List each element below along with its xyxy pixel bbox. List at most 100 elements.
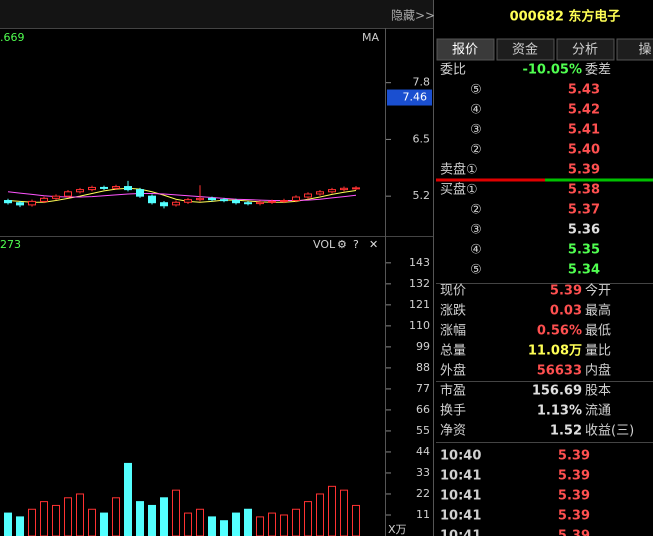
stat-label2: 最高 — [585, 303, 611, 319]
candle-body — [16, 202, 24, 206]
y-tick-label: 44 — [416, 445, 430, 458]
candle-body — [76, 189, 84, 193]
candle-body — [196, 197, 204, 201]
volume-bar — [328, 485, 336, 536]
candle-body — [268, 200, 276, 203]
price-marker-label: 7.46 — [403, 91, 428, 104]
book-label: ⑤ — [470, 83, 482, 98]
tick-price: 5.39 — [558, 469, 590, 484]
book-label: ④ — [470, 103, 482, 118]
stat-value: 0.03 — [550, 304, 582, 319]
tick-price: 5.39 — [558, 509, 590, 524]
tab[interactable] — [556, 38, 615, 61]
ratio-label: 委比 — [440, 63, 466, 78]
book-label: ⑤ — [470, 263, 482, 278]
candle-body — [148, 195, 156, 204]
candle-body — [256, 201, 264, 205]
candle-body — [52, 195, 60, 199]
candle-body — [304, 193, 312, 198]
volume-bar — [244, 508, 252, 536]
book-price: 5.36 — [568, 223, 600, 238]
stat-value: 11.08万 — [528, 344, 582, 359]
volume-bar — [88, 508, 96, 536]
volume-bar — [292, 508, 300, 536]
volume-bar — [4, 512, 12, 536]
stat-label: 市盈 — [440, 383, 466, 399]
ma-line — [7, 191, 357, 202]
top-bar — [0, 0, 433, 28]
candle-body — [40, 197, 48, 202]
volume-bar — [304, 501, 312, 536]
volume-bar — [316, 493, 324, 536]
hide-button[interactable]: 隐藏>> — [391, 9, 435, 23]
tool-icon[interactable]: ? — [353, 238, 359, 251]
legend-text: 273 — [0, 238, 21, 251]
ma-line — [7, 187, 357, 203]
price-marker — [387, 89, 432, 106]
stat-value: 156.69 — [532, 384, 582, 399]
ratio-value: -10.05% — [522, 63, 582, 78]
candle-body — [232, 200, 240, 204]
candle-body — [136, 189, 144, 197]
candle-body — [316, 191, 324, 195]
book-price: 5.43 — [568, 83, 600, 98]
tab[interactable] — [496, 38, 555, 61]
candle-body — [28, 200, 36, 206]
stat-value: 56633 — [537, 364, 582, 379]
stat-value: 1.13% — [537, 404, 582, 419]
stat-label: 净资 — [440, 424, 466, 439]
tab[interactable] — [436, 38, 495, 61]
y-tick-label: 132 — [409, 277, 430, 290]
y-tick-label: 110 — [409, 319, 430, 332]
book-label: ② — [470, 203, 482, 218]
y-tick-label: 6.5 — [413, 132, 431, 145]
y-tick-label: 66 — [416, 403, 430, 416]
vol-label: VOL — [313, 238, 336, 251]
volume-bar — [148, 504, 156, 536]
tab-label[interactable]: 资金 — [512, 42, 538, 58]
tab-label[interactable]: 报价 — [452, 43, 478, 58]
volume-bar — [196, 508, 204, 536]
book-price: 5.41 — [568, 123, 600, 138]
tool-icon[interactable]: ⚙ — [337, 238, 347, 251]
tick-time: 10:41 — [440, 489, 481, 504]
stat-value: 0.56% — [537, 324, 582, 339]
volume-bar — [40, 501, 48, 536]
y-tick-label: 5.2 — [413, 189, 431, 202]
book-price: 5.34 — [568, 263, 600, 278]
volume-bar — [100, 512, 108, 536]
tool-icon[interactable]: ✕ — [369, 238, 378, 251]
tab[interactable] — [616, 38, 653, 61]
volume-bar — [256, 516, 264, 536]
stat-label2: 股本 — [585, 384, 611, 399]
book-label: 买盘① — [440, 182, 478, 198]
stat-label2: 内盘 — [585, 363, 611, 379]
candle-body — [340, 187, 348, 191]
candle-body — [112, 186, 120, 189]
candle-body — [64, 191, 72, 197]
book-label: ③ — [470, 123, 482, 138]
volume-bar — [112, 497, 120, 536]
volume-bar — [172, 489, 180, 536]
tab-label[interactable]: 分析 — [572, 43, 598, 58]
volume-bar — [160, 497, 168, 536]
stat-value: 1.52 — [550, 424, 582, 439]
unit-label: X万 — [388, 523, 407, 536]
candle-body — [352, 187, 360, 190]
candle-body — [160, 202, 168, 207]
tab-label[interactable]: 操 — [638, 42, 651, 58]
candle-body — [100, 186, 108, 189]
volume-bar — [268, 512, 276, 536]
tick-price: 5.39 — [558, 489, 590, 504]
book-price: 5.42 — [568, 103, 600, 118]
candle-body — [292, 196, 300, 202]
stat-label: 换手 — [440, 404, 466, 419]
candle-body — [220, 199, 228, 202]
book-price: 5.35 — [568, 243, 600, 258]
volume-bar — [64, 497, 72, 536]
candle-body — [184, 199, 192, 203]
stat-label2: 流通 — [585, 404, 611, 419]
volume-bar — [208, 516, 216, 536]
